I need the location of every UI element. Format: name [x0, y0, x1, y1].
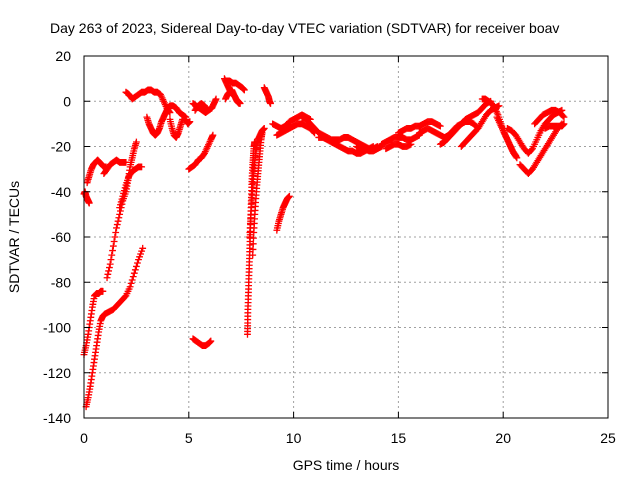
- series-arc-06: [100, 156, 130, 178]
- data-point: [511, 151, 519, 158]
- data-point: [109, 242, 117, 250]
- data-point: [113, 221, 121, 228]
- y-tick-label: -20: [51, 139, 71, 155]
- y-tick-label: -100: [43, 320, 71, 336]
- data-point: [267, 100, 274, 107]
- series-arc-31: [395, 118, 444, 137]
- data-point: [85, 199, 93, 207]
- series-arc-30: [382, 140, 415, 153]
- data-point: [106, 260, 114, 268]
- data-point: [103, 274, 111, 282]
- x-tick-label: 20: [495, 430, 511, 446]
- data-point: [115, 214, 123, 222]
- data-point: [104, 270, 112, 278]
- data-point: [139, 244, 147, 252]
- data-point: [110, 238, 118, 245]
- data-point: [260, 125, 268, 132]
- data-point: [495, 102, 503, 110]
- data-point: [107, 256, 115, 264]
- data-point: [113, 224, 120, 232]
- data-point: [105, 267, 113, 275]
- data-point: [127, 279, 135, 287]
- x-tick-labels: 0 5 10 15 20 25: [80, 430, 616, 446]
- y-tick-labels: 20 0 -20 -40 -60 -80 -100 -120 -140: [43, 48, 71, 426]
- x-tick-label: 5: [185, 430, 193, 446]
- x-tick-label: 10: [286, 430, 302, 446]
- data-point: [99, 287, 107, 295]
- y-tick-label: -80: [51, 274, 71, 290]
- y-tick-label: 20: [55, 48, 71, 64]
- y-tick-label: 0: [63, 93, 71, 109]
- data-point: [186, 118, 194, 126]
- data-point: [204, 106, 212, 114]
- series-arc-18: [222, 86, 244, 107]
- y-tick-label: -40: [51, 184, 71, 200]
- series-arc-13: [191, 100, 212, 114]
- y-tick-label: -140: [43, 410, 71, 426]
- y-tick-label: -60: [51, 229, 71, 245]
- series-arc-19: [260, 84, 274, 107]
- data-point: [138, 163, 146, 171]
- data-point: [116, 210, 124, 218]
- x-tick-label: 15: [391, 430, 407, 446]
- series-arc-04: [82, 244, 147, 411]
- data-point: [240, 86, 248, 94]
- series-arc-15: [189, 335, 215, 349]
- data-point: [111, 233, 119, 241]
- data-point: [117, 207, 124, 215]
- data-point: [407, 140, 415, 148]
- x-tick-label: 0: [80, 430, 88, 446]
- data-point: [207, 337, 215, 345]
- data-point: [212, 95, 220, 103]
- series-arc-10: [166, 115, 186, 141]
- y-tick-label: -120: [43, 365, 71, 381]
- series-arc-07: [116, 163, 146, 211]
- data-point: [559, 112, 567, 120]
- data-point: [122, 158, 130, 166]
- series-arc-40: [541, 120, 568, 132]
- data-point: [114, 217, 122, 225]
- series-arc-39: [531, 106, 568, 128]
- series-arc-03: [80, 287, 107, 359]
- chart-title: Day 263 of 2023, Sidereal Day-to-day VTE…: [50, 20, 559, 36]
- series-arc-14: [185, 131, 217, 173]
- data-point: [109, 247, 116, 254]
- data-points: [80, 75, 568, 411]
- x-axis-label: GPS time / hours: [293, 457, 400, 473]
- data-point: [126, 283, 134, 291]
- data-point: [128, 276, 136, 284]
- data-point: [112, 229, 120, 236]
- data-point: [106, 264, 113, 271]
- grid: [84, 56, 608, 418]
- series-arc-36: [493, 113, 520, 159]
- data-point: [130, 269, 138, 277]
- series-arc-11: [182, 115, 194, 128]
- axis-ticks: [83, 55, 609, 419]
- y-axis-label: SDTVAR / TECUs: [6, 181, 22, 293]
- series-arc-22: [249, 129, 266, 259]
- data-point: [133, 138, 140, 146]
- data-point: [129, 273, 137, 280]
- data-point: [134, 259, 141, 267]
- series-arc-17: [223, 77, 248, 94]
- data-point: [209, 131, 217, 139]
- data-point: [560, 120, 568, 128]
- series-arc-28: [353, 143, 386, 155]
- data-point: [108, 251, 116, 259]
- x-tick-label: 25: [600, 430, 616, 446]
- data-point: [133, 263, 140, 270]
- data-point: [131, 266, 139, 274]
- data-point: [236, 100, 244, 107]
- series-arc-09: [143, 102, 190, 139]
- series-arc-01: [80, 188, 93, 207]
- data-point: [203, 105, 211, 113]
- series-arc-23: [273, 192, 293, 234]
- data-point: [512, 152, 520, 159]
- data-point: [286, 192, 293, 200]
- data-point: [436, 122, 444, 130]
- data-point: [258, 129, 266, 137]
- data-point: [560, 113, 568, 121]
